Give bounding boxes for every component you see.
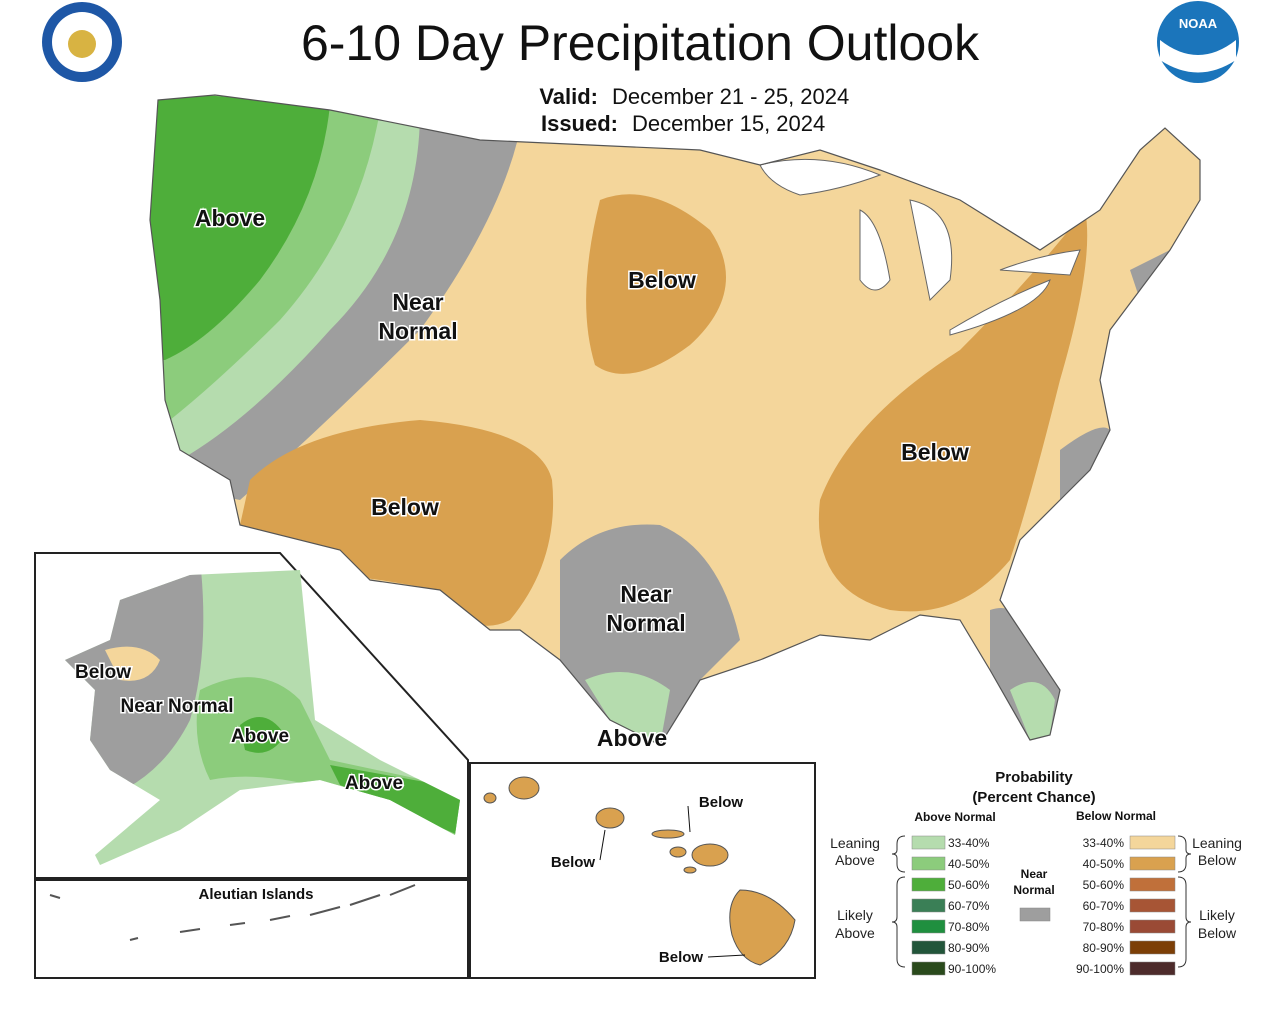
aleutian-inset — [34, 879, 469, 979]
legend-label: 90-100% — [1076, 962, 1124, 976]
noaa-logo: NOAA — [1157, 1, 1239, 83]
legend-swatch — [911, 961, 946, 976]
legend-label: 50-60% — [1083, 878, 1125, 892]
conus-map — [150, 95, 1200, 745]
group-label: Likely — [1199, 907, 1235, 923]
legend-swatch — [1129, 940, 1176, 955]
region-label: Near Normal — [378, 289, 457, 344]
legend-swatch — [911, 856, 946, 871]
near-line: Normal — [606, 610, 685, 636]
legend-swatch — [911, 940, 946, 955]
above-heading: Above Normal — [914, 810, 995, 824]
legend-label: 80-90% — [948, 941, 990, 955]
aleutian-islands — [49, 884, 416, 941]
legend-label: 40-50% — [1083, 857, 1125, 871]
legend-swatch — [1129, 835, 1176, 850]
commerce-seal — [42, 2, 122, 82]
legend-label: 80-90% — [1083, 941, 1125, 955]
legend-label: 50-60% — [948, 878, 990, 892]
group-label: Above — [835, 925, 875, 941]
near-line: Normal — [378, 318, 457, 344]
issued-date: December 15, 2024 — [632, 111, 825, 136]
legend-swatch — [1019, 907, 1051, 922]
title: 6-10 Day Precipitation Outlook — [301, 15, 980, 71]
legend-swatch — [1129, 919, 1176, 934]
group-label: Above — [835, 852, 875, 868]
legend-swatch — [1129, 961, 1176, 976]
region-label: Below — [371, 494, 439, 520]
region-label: Below — [901, 439, 969, 465]
legend-swatch — [1129, 877, 1176, 892]
legend-label: 60-70% — [1083, 899, 1125, 913]
group-label: Leaning — [830, 835, 880, 851]
alaska-label: Near Normal — [121, 696, 234, 717]
region-label: Near Normal — [606, 581, 685, 636]
legend-subtitle: (Percent Chance) — [972, 789, 1095, 806]
valid-label: Valid: — [539, 84, 598, 109]
aleutian-title: Aleutian Islands — [198, 886, 313, 903]
legend-brace — [891, 835, 1192, 968]
hawaii-label: Below — [659, 949, 704, 966]
conus-outline — [149, 94, 1201, 746]
hawaii-label: Below — [699, 794, 744, 811]
near-line: Near — [620, 581, 671, 607]
hawaii-islands — [483, 776, 796, 966]
hawaii-label: Below — [551, 854, 596, 871]
legend-swatch — [911, 835, 946, 850]
hawaii-pointer — [599, 805, 746, 958]
legend-label: 33-40% — [1083, 836, 1125, 850]
below-heading: Below Normal — [1076, 809, 1156, 823]
issued-label: Issued: — [541, 111, 618, 136]
logo-text: NOAA — [1179, 16, 1218, 31]
legend-swatch — [1129, 898, 1176, 913]
near-label: Normal — [1013, 883, 1054, 897]
legend: Probability (Percent Chance) Above Norma… — [830, 769, 1242, 976]
legend-label: 90-100% — [948, 962, 996, 976]
legend-swatch — [911, 898, 946, 913]
legend-swatch — [1129, 856, 1176, 871]
region-label: Above — [597, 725, 667, 751]
legend-label: 70-80% — [1083, 920, 1125, 934]
region-label: Above — [195, 205, 265, 231]
legend-label: 70-80% — [948, 920, 990, 934]
valid-dates: December 21 - 25, 2024 — [612, 84, 849, 109]
legend-title: Probability — [995, 769, 1073, 786]
near-line: Near — [392, 289, 443, 315]
alaska-label: Above — [231, 726, 289, 747]
region-label: Below — [628, 267, 696, 293]
group-label: Leaning — [1192, 835, 1242, 851]
alaska-label: Below — [75, 662, 131, 683]
legend-swatch — [911, 919, 946, 934]
legend-label: 40-50% — [948, 857, 990, 871]
alaska-label: Above — [345, 773, 403, 794]
group-label: Below — [1198, 925, 1237, 941]
near-label: Near — [1021, 867, 1048, 881]
legend-swatch — [911, 877, 946, 892]
group-label: Below — [1198, 852, 1237, 868]
legend-label: 33-40% — [948, 836, 990, 850]
group-label: Likely — [837, 907, 873, 923]
legend-label: 60-70% — [948, 899, 990, 913]
